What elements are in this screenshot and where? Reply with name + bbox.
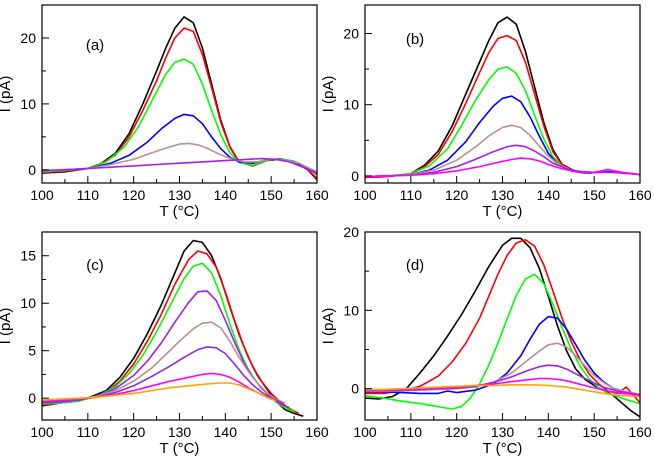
y-tick-label: 20	[343, 25, 359, 41]
series-line-2	[365, 239, 640, 404]
series-line-2	[42, 27, 317, 179]
x-tick-label: 100	[353, 187, 377, 203]
y-tick-label: 15	[20, 248, 36, 264]
y-tick-label: 10	[20, 96, 36, 112]
series-group	[42, 16, 317, 181]
series-line-6	[365, 364, 640, 396]
y-tick-label: 0	[28, 162, 36, 178]
panel-label: (c)	[86, 257, 104, 274]
series-line-6	[42, 157, 317, 175]
panel-d: 100 110 120 130 140 150 160 0 10 20 T (°C) I (pA) (d…	[320, 224, 652, 457]
series-line-4	[365, 95, 640, 178]
series-group	[42, 239, 304, 417]
x-tick-label: 140	[537, 187, 561, 203]
x-tick-label: 120	[122, 424, 146, 440]
series-line-7	[365, 157, 640, 178]
panel-label: (b)	[406, 31, 424, 48]
y-tick-label: 20	[343, 224, 359, 240]
series-line-2	[42, 250, 300, 415]
series-line-8	[42, 382, 277, 402]
series-line-7	[42, 372, 277, 402]
x-tick-label: 120	[122, 187, 146, 203]
x-tick-label: 140	[537, 424, 561, 440]
series-group	[365, 16, 640, 179]
y-tick-label: 0	[28, 390, 36, 406]
panel-a: 100 110 120 130 140 150 160 0 10 20 T (°C) I (pA) (a…	[0, 4, 329, 220]
y-tick-label: 10	[343, 97, 359, 113]
x-tick-label: 120	[445, 187, 469, 203]
panel-label: (d)	[406, 257, 424, 274]
series-line-3	[42, 262, 295, 413]
x-axis-label: T (°C)	[483, 203, 523, 220]
x-tick-label: 160	[628, 424, 652, 440]
x-tick-label: 160	[305, 187, 329, 203]
x-tick-label: 150	[259, 424, 283, 440]
x-tick-label: 140	[214, 424, 238, 440]
series-line-5	[42, 142, 317, 173]
x-tick-label: 100	[353, 424, 377, 440]
x-tick-label: 120	[445, 424, 469, 440]
x-tick-label: 110	[77, 424, 100, 440]
x-tick-label: 150	[582, 187, 606, 203]
y-axis-label: I (pA)	[0, 76, 14, 113]
x-tick-label: 150	[582, 424, 606, 440]
series-line-6	[42, 346, 281, 403]
x-tick-label: 130	[168, 424, 192, 440]
panel-c: 100 110 120 130 140 150 160 0 5 10 15 T (°C) I (pA) (…	[0, 231, 329, 457]
series-line-3	[365, 273, 640, 410]
series-line-5	[365, 124, 640, 178]
y-axis-label: I (pA)	[320, 76, 337, 113]
series-line-2	[365, 34, 640, 179]
series-line-5	[42, 321, 286, 404]
x-axis-label: T (°C)	[483, 440, 523, 457]
x-tick-label: 130	[491, 424, 515, 440]
panel-label: (a)	[86, 37, 104, 54]
x-tick-label: 150	[259, 187, 283, 203]
series-line-4	[365, 315, 640, 397]
y-tick-label: 0	[351, 168, 359, 184]
x-axis-label: T (°C)	[160, 203, 200, 220]
series-line-1	[42, 16, 317, 181]
x-tick-label: 100	[30, 424, 54, 440]
series-line-8	[365, 384, 640, 398]
y-tick-label: 20	[20, 30, 36, 46]
plot-frame	[41, 4, 318, 184]
x-tick-label: 140	[214, 187, 238, 203]
x-tick-label: 130	[168, 187, 192, 203]
y-axis-label: I (pA)	[0, 308, 14, 345]
y-tick-label: 10	[343, 302, 359, 318]
x-tick-label: 110	[77, 187, 100, 203]
y-axis-label: I (pA)	[320, 308, 337, 345]
y-tick-label: 10	[20, 295, 36, 311]
x-axis-label: T (°C)	[160, 440, 200, 457]
x-tick-label: 110	[400, 187, 423, 203]
x-tick-label: 160	[305, 424, 329, 440]
y-tick-label: 5	[28, 343, 36, 359]
series-line-5	[365, 342, 640, 395]
series-line-3	[365, 66, 640, 178]
x-tick-label: 100	[30, 187, 54, 203]
x-tick-label: 130	[491, 187, 515, 203]
x-tick-label: 160	[628, 187, 652, 203]
y-tick-label: 0	[351, 381, 359, 397]
series-group	[365, 237, 640, 418]
panel-b: 100 110 120 130 140 150 160 0 10 20 T (°C) I (pA) (b…	[320, 4, 652, 220]
x-tick-label: 110	[400, 424, 423, 440]
